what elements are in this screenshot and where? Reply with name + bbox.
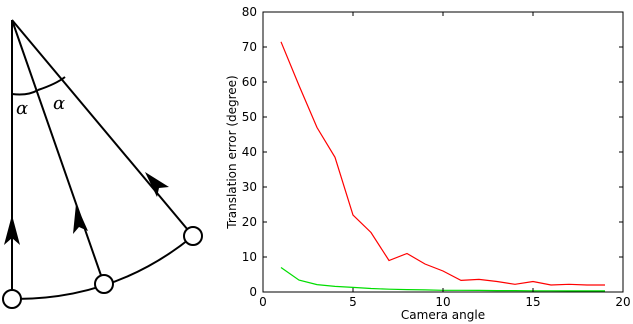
angle-arc-1: [11, 89, 39, 96]
y-tick-label: 80: [242, 5, 257, 19]
y-axis-label: Translation error (degree): [225, 75, 239, 229]
angle-label-1: α: [16, 98, 28, 119]
x-tick-label: 20: [615, 295, 630, 309]
y-tick-label: 30: [242, 180, 257, 194]
arrowhead-3: [145, 172, 169, 197]
camera-marker-2: [94, 274, 114, 294]
y-tick-label: 20: [242, 215, 257, 229]
x-tick-label: 0: [259, 295, 267, 309]
arrowhead-2: [73, 204, 88, 234]
y-tick-label: 40: [242, 145, 257, 159]
series-line-1: [280, 41, 605, 286]
x-tick-label: 15: [525, 295, 540, 309]
line-chart: 0 5 10 15 20 0 10 20 30 40 50 60 70 80 Camera angle T…: [225, 5, 631, 322]
geometry-diagram: [2, 19, 203, 309]
camera-marker-3: [183, 226, 203, 246]
arrowhead-1: [4, 215, 20, 245]
angle-label-2: α: [53, 93, 65, 114]
camera-marker-1: [2, 289, 22, 309]
y-tick-label: 0: [249, 285, 257, 299]
x-axis-label: Camera angle: [401, 308, 485, 322]
y-tick-label: 60: [242, 75, 257, 89]
plot-frame: [262, 11, 624, 293]
x-tick-label: 10: [435, 295, 450, 309]
center-ray-2: [11, 19, 105, 285]
y-tick-label: 10: [242, 250, 257, 264]
y-tick-label: 70: [242, 40, 257, 54]
y-tick-label: 50: [242, 110, 257, 124]
angle-arc-2: [37, 76, 66, 91]
direction-arrows: [4, 172, 169, 245]
center-ray-3: [11, 19, 194, 237]
x-tick-label: 5: [349, 295, 357, 309]
tick-layer: 0 5 10 15 20 0 10 20 30 40 50 60 70 80: [242, 5, 631, 309]
series-layer: [280, 41, 605, 292]
